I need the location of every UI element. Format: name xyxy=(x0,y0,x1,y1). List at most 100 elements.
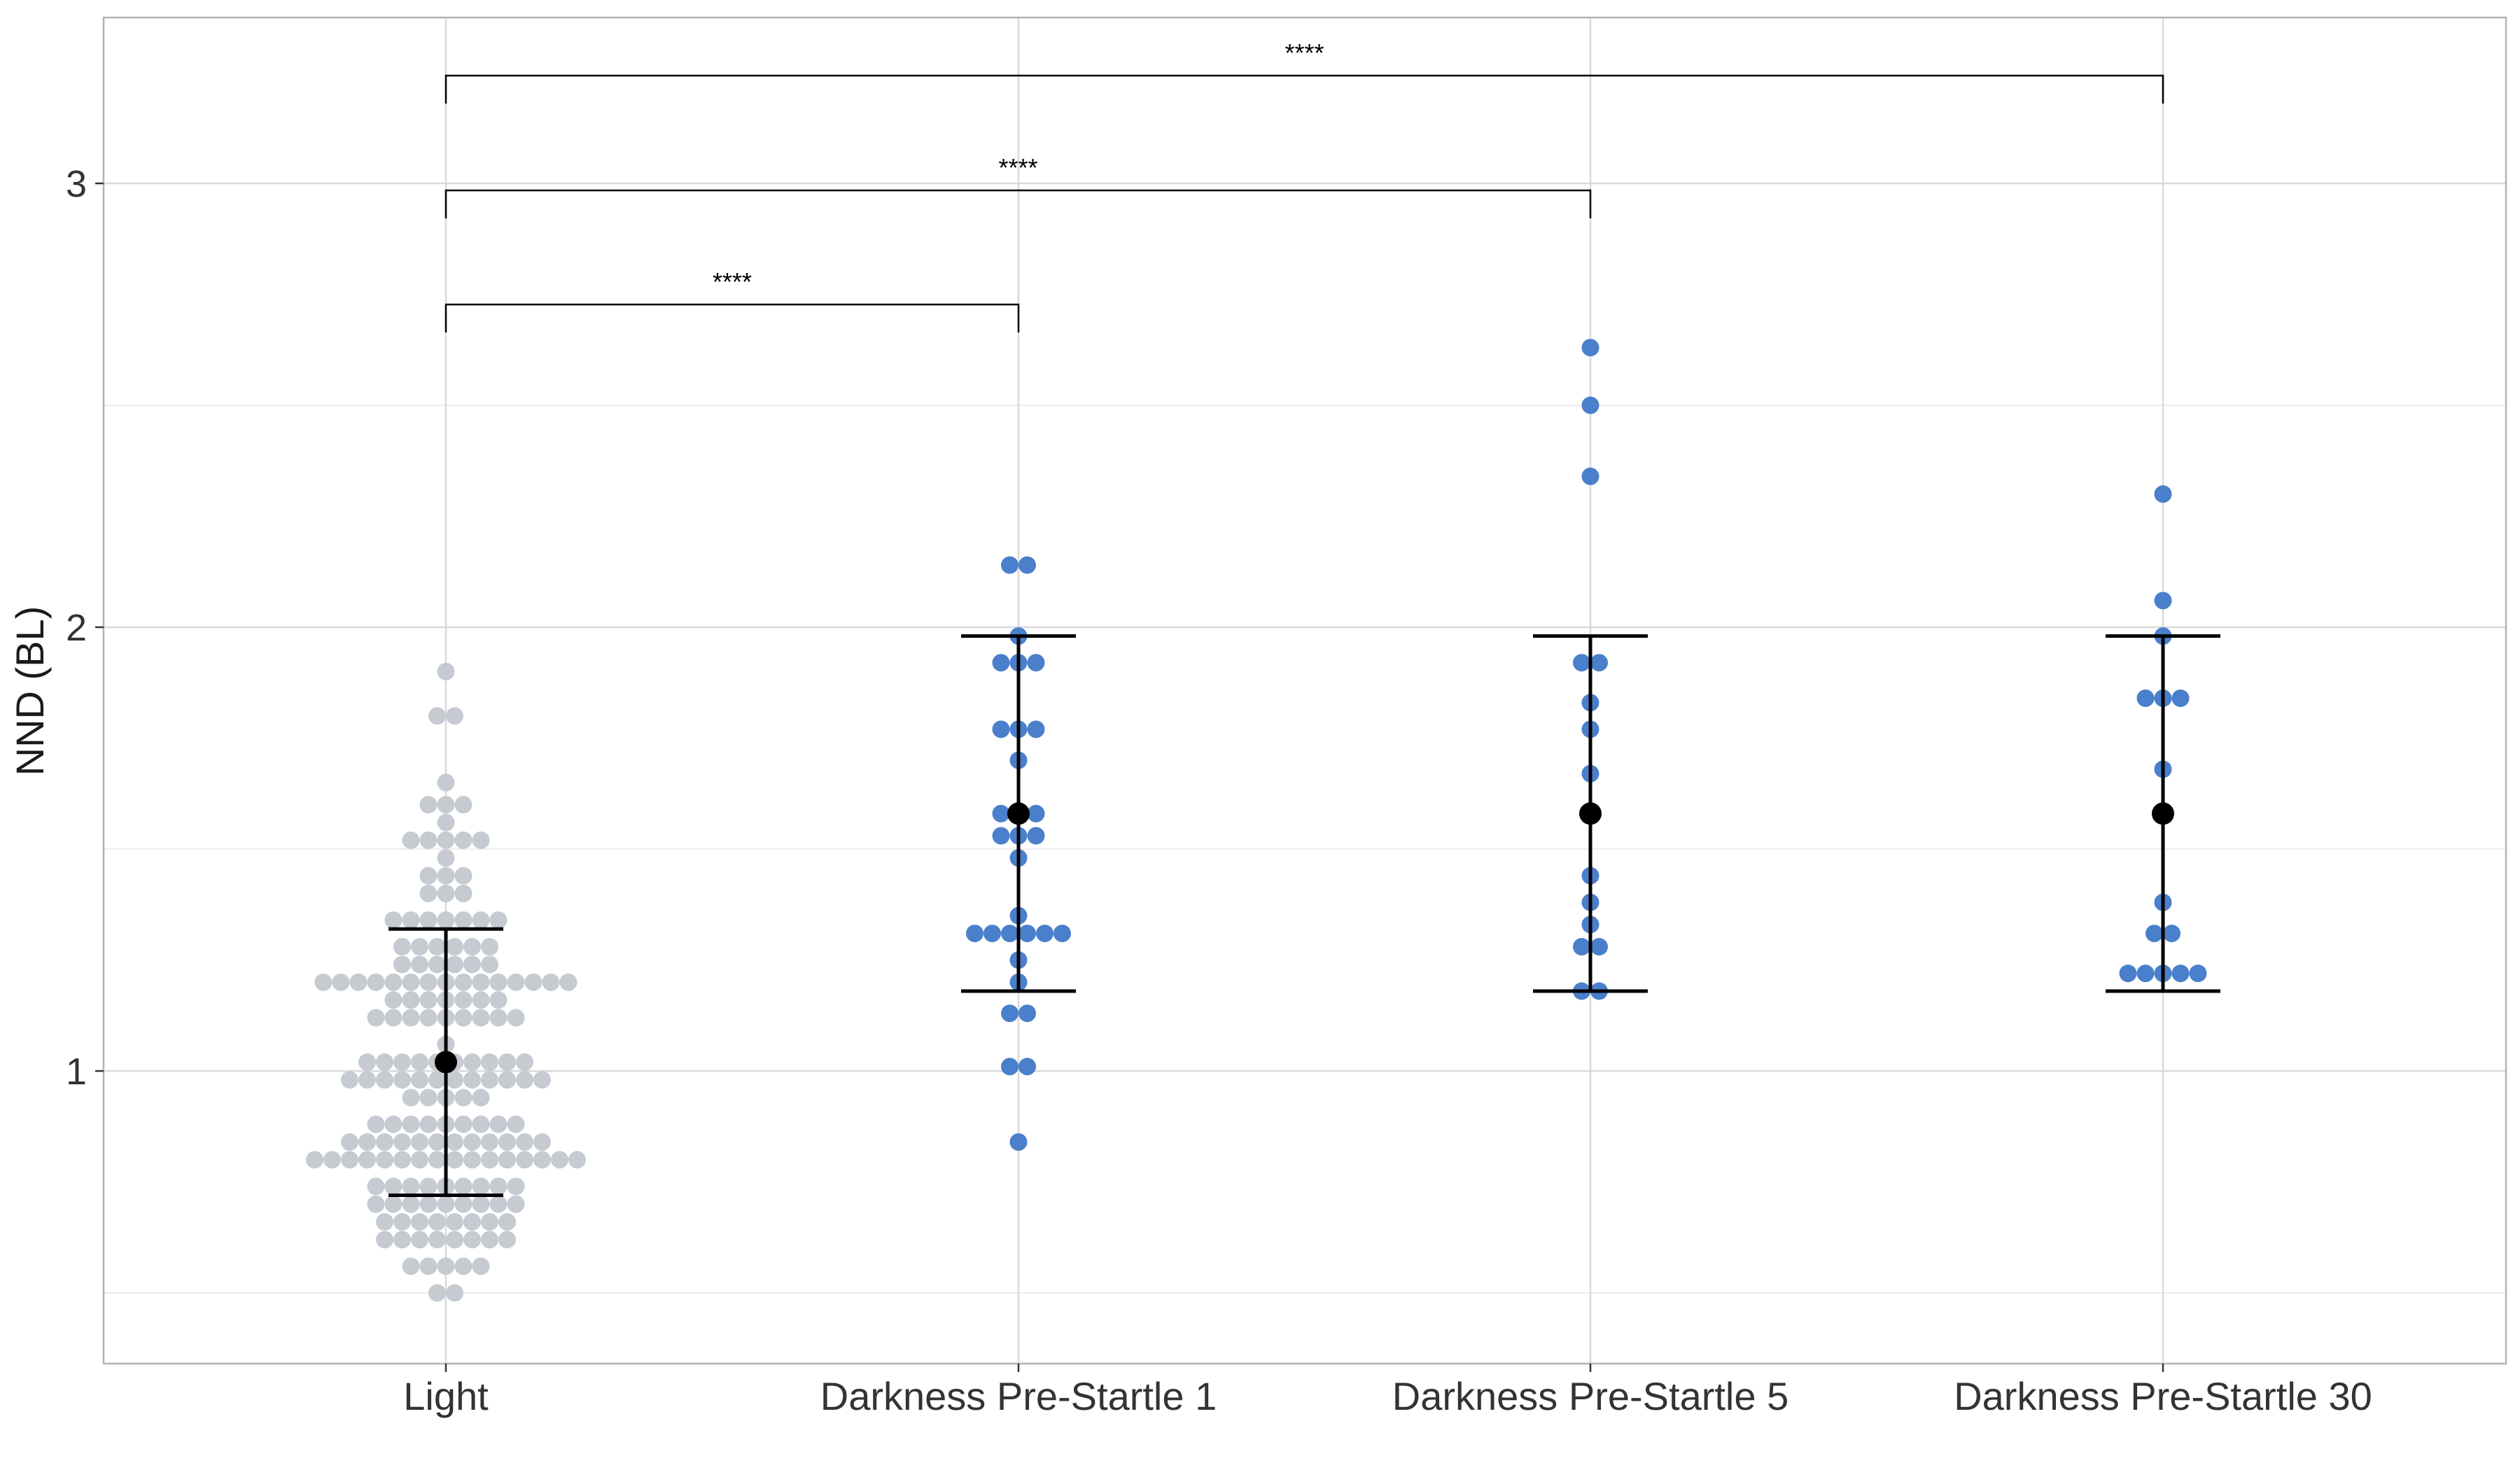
data-point xyxy=(472,1195,490,1213)
data-point xyxy=(1573,654,1590,672)
data-point xyxy=(419,867,438,885)
data-point xyxy=(402,973,420,991)
data-point xyxy=(446,1071,463,1089)
data-point xyxy=(481,1071,498,1089)
data-point xyxy=(411,1151,428,1169)
data-point xyxy=(402,831,420,849)
data-point xyxy=(367,1009,385,1027)
data-point xyxy=(437,884,455,902)
data-point xyxy=(992,804,1010,822)
data-point xyxy=(419,1195,438,1213)
data-point xyxy=(419,1257,438,1275)
data-point xyxy=(446,955,463,974)
data-point xyxy=(437,911,455,929)
data-point xyxy=(384,1195,402,1213)
data-point xyxy=(489,991,507,1009)
data-point xyxy=(966,924,983,942)
data-point xyxy=(437,867,455,885)
data-point xyxy=(481,1231,498,1249)
data-point xyxy=(489,1195,507,1213)
data-point xyxy=(992,720,1010,738)
data-point xyxy=(402,911,420,929)
data-point xyxy=(2119,965,2137,983)
data-point xyxy=(472,1088,490,1107)
data-point xyxy=(489,1115,507,1133)
data-point xyxy=(498,1231,516,1249)
significance-label: **** xyxy=(998,153,1037,182)
data-point xyxy=(446,1213,463,1231)
data-point xyxy=(1018,556,1036,574)
data-point xyxy=(393,1053,411,1071)
data-point xyxy=(2171,965,2190,983)
x-tick-label: Light xyxy=(403,1374,489,1418)
data-point xyxy=(419,831,438,849)
data-point xyxy=(402,1177,420,1196)
data-point xyxy=(384,911,402,929)
data-point xyxy=(376,1053,393,1071)
data-point xyxy=(507,1115,525,1133)
data-point xyxy=(1001,1004,1018,1023)
data-point xyxy=(419,1088,438,1107)
data-point xyxy=(419,911,438,929)
significance-bracket xyxy=(444,189,1592,218)
data-point xyxy=(2171,689,2190,707)
data-point xyxy=(472,1115,490,1133)
data-point xyxy=(437,774,455,792)
data-point xyxy=(428,1071,446,1089)
data-point xyxy=(376,1151,393,1169)
data-point xyxy=(393,1071,411,1089)
data-point xyxy=(437,796,455,814)
data-point xyxy=(428,1133,446,1151)
data-point xyxy=(341,1133,358,1151)
data-point xyxy=(498,1071,516,1089)
data-point xyxy=(463,937,481,955)
data-point xyxy=(419,991,438,1009)
data-point xyxy=(516,1133,533,1151)
data-point xyxy=(533,1071,551,1089)
data-point xyxy=(1018,924,1036,942)
data-point xyxy=(507,1177,525,1196)
data-point xyxy=(402,1088,420,1107)
data-point xyxy=(1573,937,1590,955)
data-point xyxy=(1581,339,1600,357)
data-point xyxy=(437,813,455,832)
data-point xyxy=(454,911,472,929)
data-point xyxy=(507,973,525,991)
data-point xyxy=(428,1231,446,1249)
data-point xyxy=(446,1151,463,1169)
data-point xyxy=(489,1177,507,1196)
data-point xyxy=(472,1009,490,1027)
y-tick-label: 2 xyxy=(66,607,87,649)
data-point xyxy=(1054,924,1071,942)
data-point xyxy=(323,1151,341,1169)
summary-mean-point xyxy=(435,1051,457,1074)
data-point xyxy=(384,991,402,1009)
data-point xyxy=(393,955,411,974)
data-point xyxy=(393,1133,411,1151)
data-point xyxy=(472,1257,490,1275)
summary-markers xyxy=(388,634,2220,1198)
data-point xyxy=(419,1177,438,1196)
data-point xyxy=(446,937,463,955)
data-point xyxy=(428,955,446,974)
data-point xyxy=(367,1195,385,1213)
data-point xyxy=(376,1231,393,1249)
data-point xyxy=(446,1284,463,1302)
y-tick-label: 3 xyxy=(66,163,87,205)
data-point xyxy=(454,973,472,991)
data-point xyxy=(306,1151,323,1169)
data-point xyxy=(472,991,490,1009)
data-point xyxy=(446,707,463,725)
data-point xyxy=(1027,827,1045,845)
data-point xyxy=(2189,965,2207,983)
minor-gridlines xyxy=(104,405,2506,1294)
data-point xyxy=(1001,556,1018,574)
x-tick-label: Darkness Pre-Startle 5 xyxy=(1392,1374,1788,1418)
data-point xyxy=(498,1133,516,1151)
data-point xyxy=(481,1133,498,1151)
data-point xyxy=(384,1009,402,1027)
data-point xyxy=(341,1151,358,1169)
data-point xyxy=(463,1053,481,1071)
data-point xyxy=(419,796,438,814)
data-point xyxy=(481,1151,498,1169)
